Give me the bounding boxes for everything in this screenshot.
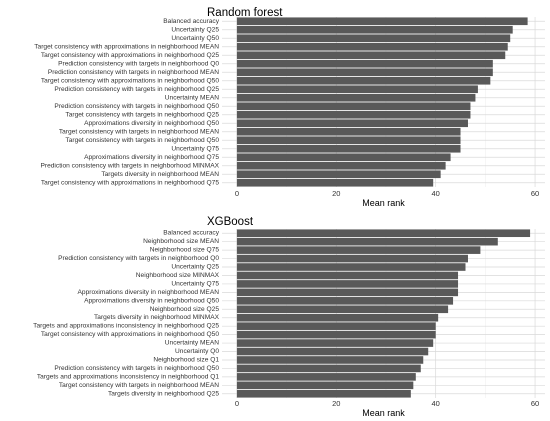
bar — [236, 153, 451, 162]
x-tick-label: 0 — [235, 399, 239, 408]
category-label: Uncertainty Q75 — [171, 145, 219, 152]
bar — [236, 356, 424, 364]
bar — [236, 347, 429, 356]
category-label: Neighborhood size Q25 — [150, 306, 220, 313]
x-tick-label: 60 — [531, 399, 539, 408]
category-label: Target consistency with approximations i… — [41, 331, 219, 338]
bar — [236, 119, 468, 128]
category-label: Target consistency with targets in neigh… — [59, 382, 219, 389]
category-label: Target consistency with approximations i… — [41, 52, 219, 59]
category-label: Targets diversity in neighborhood MINMAX — [94, 314, 220, 321]
category-label: Target consistency with approximations i… — [34, 43, 219, 50]
category-label: Uncertainty Q0 — [175, 348, 219, 355]
bar — [236, 364, 421, 373]
bar — [236, 280, 459, 288]
bar — [236, 51, 506, 60]
category-label: Target consistency with targets in neigh… — [65, 111, 219, 118]
bar — [236, 161, 446, 170]
bar — [236, 339, 434, 347]
x-tick-label: 0 — [235, 189, 239, 198]
bar — [236, 246, 481, 254]
category-label: Approximations diversity in neighborhood… — [84, 154, 219, 161]
category-label: Approximations diversity in neighborhood… — [84, 120, 219, 127]
bar — [236, 381, 414, 390]
category-label: Prediction consistency with targets in n… — [58, 60, 219, 67]
bar — [236, 93, 476, 102]
category-label: Targets diversity in neighborhood Q25 — [108, 390, 219, 397]
plot-area — [222, 17, 545, 187]
category-label: Uncertainty MEAN — [165, 94, 219, 101]
category-label: Targets diversity in neighborhood MEAN — [101, 171, 219, 178]
bar — [236, 34, 511, 43]
category-label: Prediction consistency with targets in n… — [54, 86, 219, 93]
bar — [236, 127, 461, 136]
category-label: Uncertainty MEAN — [165, 340, 219, 347]
bar — [236, 68, 493, 77]
bar — [236, 25, 513, 34]
category-label: Prediction consistency with targets in n… — [54, 365, 219, 372]
x-axis-label: Mean rank — [362, 408, 405, 418]
x-tick-label: 20 — [332, 399, 340, 408]
plot-area — [222, 229, 545, 398]
bar — [236, 271, 459, 280]
x-tick-label: 40 — [432, 399, 440, 408]
bar — [236, 237, 498, 246]
bar — [236, 254, 468, 263]
category-label: Prediction consistency with targets in n… — [58, 255, 219, 262]
category-label: Uncertainty Q25 — [171, 26, 219, 33]
bar — [236, 17, 528, 26]
bar — [236, 229, 531, 238]
bar — [236, 170, 441, 179]
x-tick-label: 60 — [531, 189, 539, 198]
category-label: Target consistency with targets in neigh… — [59, 128, 219, 135]
bar — [236, 110, 471, 119]
bar — [236, 330, 436, 339]
bar — [236, 144, 461, 153]
category-label: Targets and approximations inconsistency… — [33, 323, 219, 330]
category-label: Balanced accuracy — [163, 230, 219, 237]
category-label: Prediction consistency with targets in n… — [41, 162, 220, 169]
bar — [236, 102, 471, 111]
category-label: Prediction consistency with targets in n… — [54, 103, 219, 110]
category-label: Uncertainty Q50 — [171, 35, 219, 42]
bar — [236, 297, 454, 305]
bar — [236, 305, 449, 314]
bar — [236, 42, 508, 51]
category-label: Neighborhood size Q75 — [150, 247, 220, 254]
category-label: Target consistency with targets in neigh… — [65, 137, 219, 144]
bar — [236, 389, 411, 398]
category-label: Approximations diversity in neighborhood… — [78, 289, 220, 296]
bar — [236, 373, 416, 381]
bar — [236, 178, 434, 187]
category-label: Uncertainty Q75 — [171, 280, 219, 287]
category-label: Neighborhood size MEAN — [143, 238, 219, 245]
bar — [236, 136, 461, 145]
category-label: Targets and approximations inconsistency… — [37, 373, 220, 380]
bar — [236, 288, 459, 297]
category-label: Neighborhood size MINMAX — [136, 272, 220, 279]
bar — [236, 322, 436, 330]
category-label: Prediction consistency with targets in n… — [48, 69, 219, 76]
category-label: Target consistency with approximations i… — [41, 179, 219, 186]
bar — [236, 59, 493, 68]
chart-title: XGBoost — [207, 216, 254, 228]
chart-title: Random forest — [207, 7, 283, 19]
bar — [236, 76, 491, 85]
category-label: Neighborhood size Q1 — [153, 356, 219, 363]
category-label: Balanced accuracy — [163, 18, 219, 25]
category-label: Uncertainty Q25 — [171, 264, 219, 271]
bar — [236, 85, 478, 94]
bar — [236, 263, 466, 271]
category-label: Approximations diversity in neighborhood… — [84, 297, 219, 304]
category-label: Target consistency with approximations i… — [41, 77, 219, 84]
x-axis-label: Mean rank — [362, 198, 405, 208]
x-tick-label: 40 — [432, 189, 440, 198]
bar — [236, 313, 439, 322]
x-tick-label: 20 — [332, 189, 340, 198]
